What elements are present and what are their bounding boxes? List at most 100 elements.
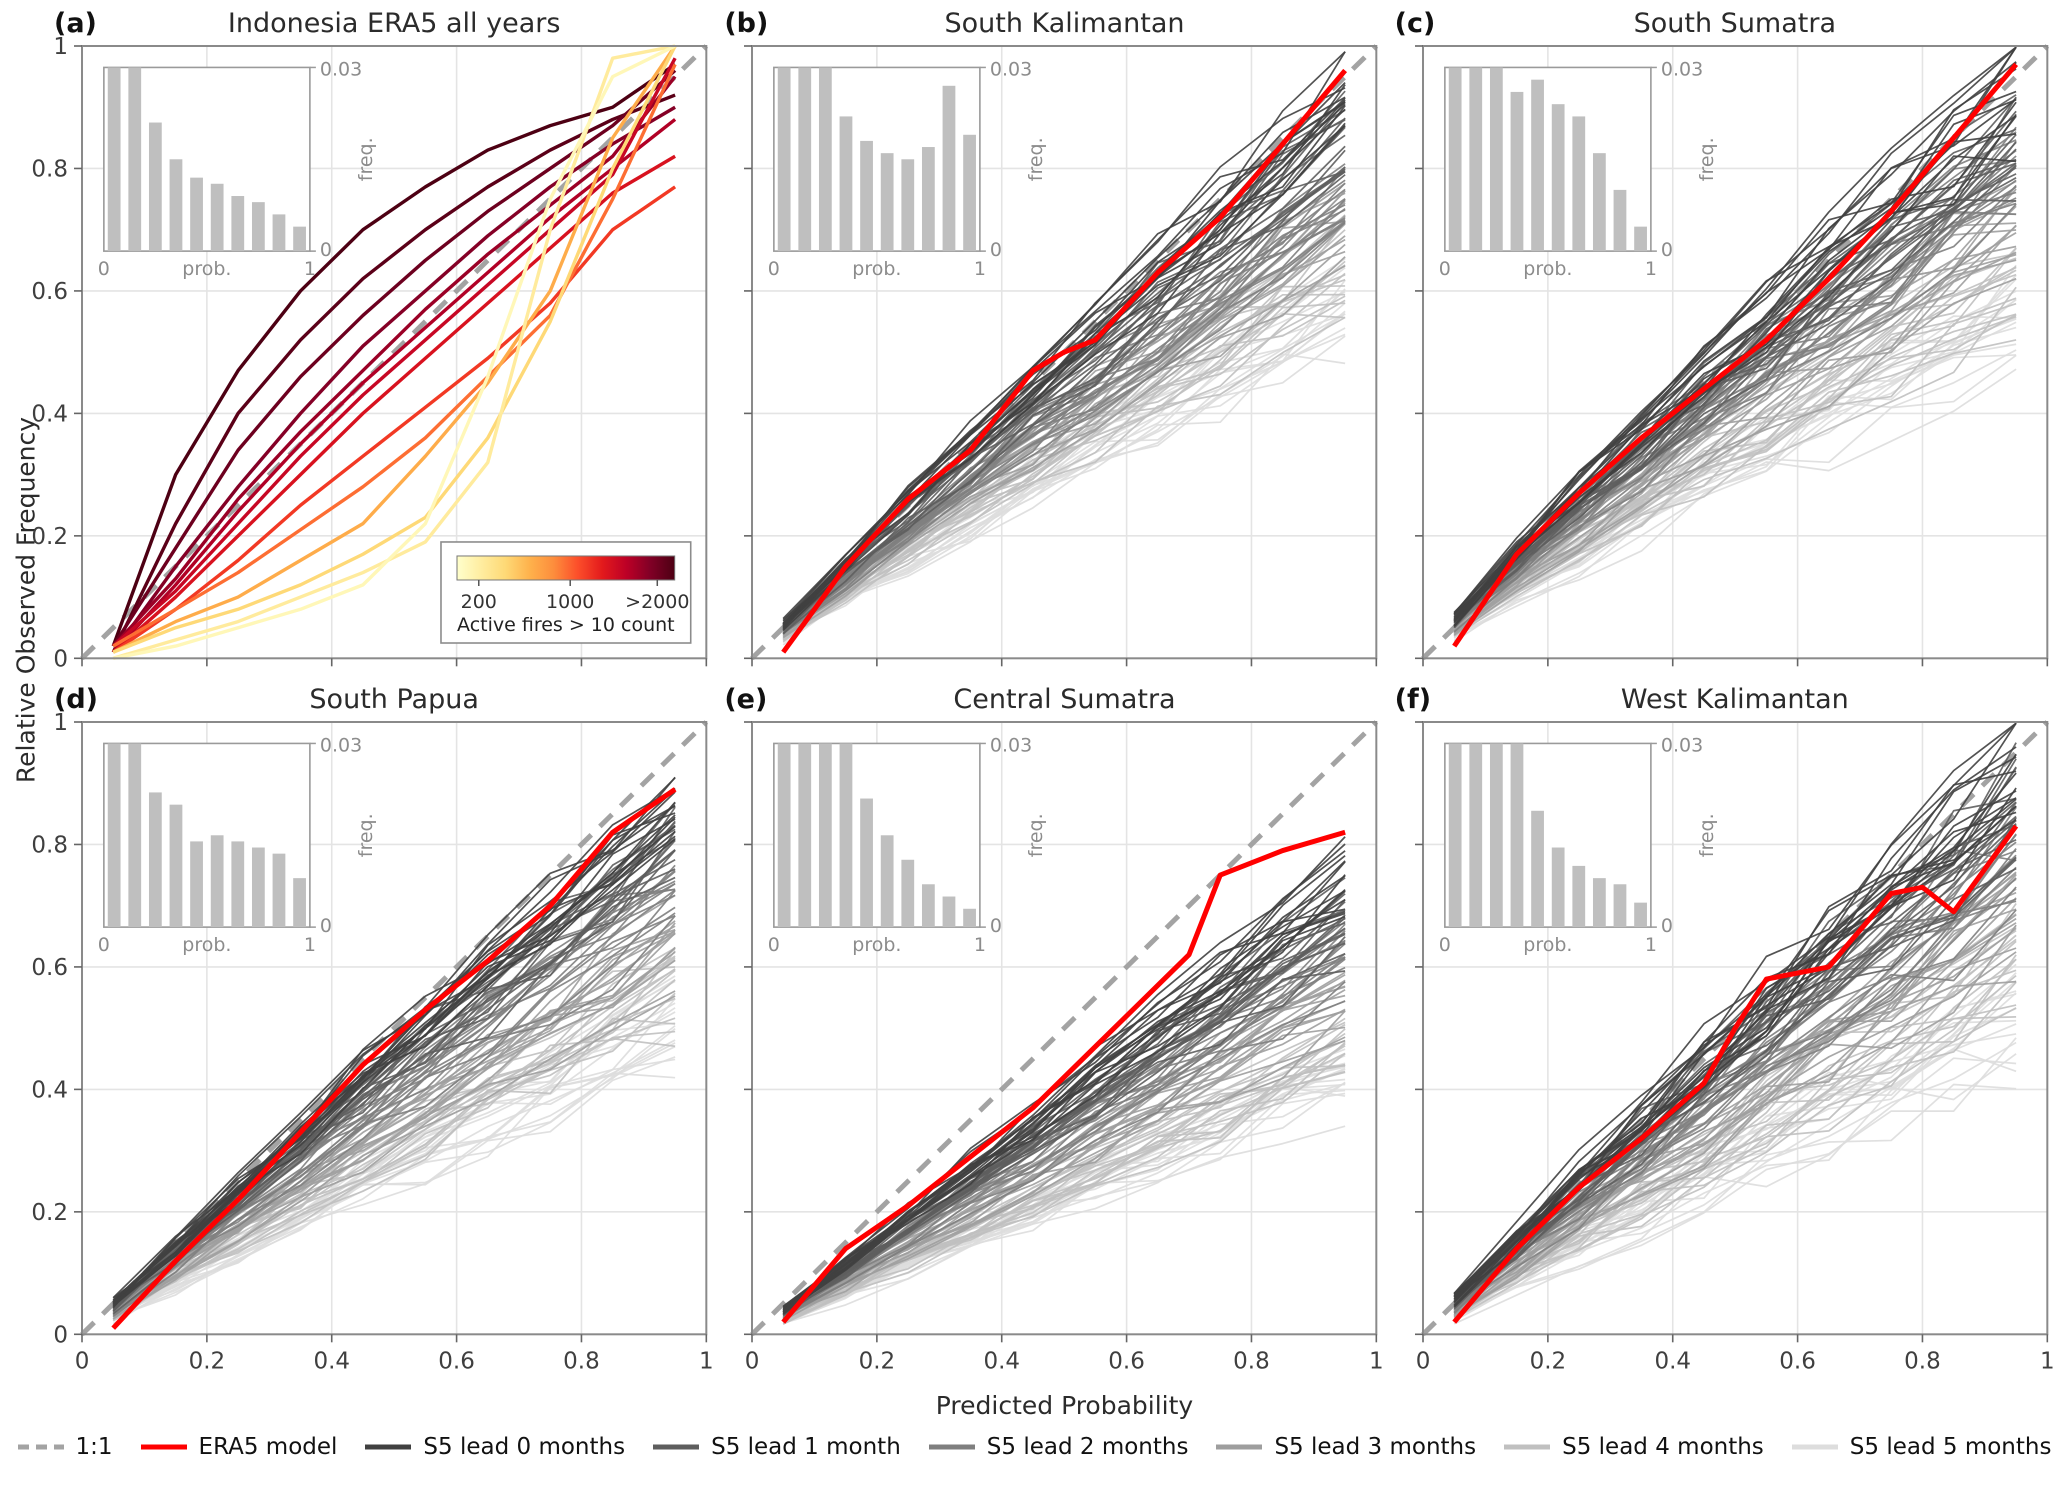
x-tick-label: 1 — [699, 1349, 714, 1375]
legend-label: S5 lead 5 months — [1849, 1434, 2052, 1460]
ensemble-lines — [782, 51, 1347, 646]
figure-legend: 1:1 ERA5 model S5 lead 0 months S5 lead 1 m… — [0, 1434, 2067, 1460]
inset-xtick-right: 1 — [304, 934, 316, 956]
y-tick-label: 0 — [53, 1323, 68, 1349]
y-tick-label: 0.2 — [31, 524, 68, 550]
panel-d: (d) South Papua 0.03 0 freq. 0 1 prob. 0 0 0.2 0.2 0… — [31, 682, 713, 1374]
y-tick-label: 0.4 — [31, 401, 68, 427]
inset-ylabel: freq. — [1696, 137, 1718, 181]
legend-label: S5 lead 0 months — [423, 1434, 626, 1460]
legend-label: S5 lead 1 month — [711, 1434, 901, 1460]
panel-label: (a) — [54, 8, 97, 39]
x-tick-label: 0.2 — [1529, 1349, 1566, 1375]
x-tick-label: 0 — [745, 1349, 760, 1375]
panel-label: (e) — [724, 684, 768, 716]
legend-item: S5 lead 4 months — [1502, 1434, 1764, 1460]
era5-line — [1451, 824, 2018, 1325]
panel-title: Indonesia ERA5 all years — [227, 8, 561, 39]
y-tick-label: 0.2 — [31, 1200, 68, 1226]
era5-line — [111, 787, 677, 1331]
plot-border — [81, 45, 708, 660]
inset-xtick-left: 0 — [1438, 934, 1450, 956]
inset-xtick-right: 1 — [304, 258, 316, 280]
inset-ylabel: freq. — [355, 137, 377, 181]
x-tick-label: 0.6 — [438, 1349, 475, 1375]
inset-ytick-top: 0.03 — [990, 58, 1032, 80]
panel-title: South Papua — [309, 684, 479, 716]
panel-a: (a) Indonesia ERA5 all years 0.03 0 freq. 0 1 p… — [31, 6, 709, 672]
x-tick-label: 0.4 — [984, 1349, 1021, 1375]
inset-ytick-top: 0.03 — [1661, 58, 1703, 80]
plot-border — [751, 721, 1378, 1336]
inset-xtick-right: 1 — [974, 258, 986, 280]
legend-item: S5 lead 1 month — [651, 1434, 901, 1460]
inset-xlabel: prob. — [182, 258, 231, 280]
legend-label: ERA5 model — [198, 1434, 338, 1460]
panel-c: (c) South Sumatra 0.03 0 freq. 0 1 prob. — [1395, 6, 2049, 667]
era5-line — [1451, 62, 2018, 648]
inset-ytick-top: 0.03 — [1661, 735, 1703, 757]
x-tick-label: 0.2 — [859, 1349, 896, 1375]
y-tick-label: 0.4 — [31, 1078, 68, 1104]
inset-ylabel: freq. — [1025, 814, 1047, 858]
legend-swatch — [17, 1444, 64, 1450]
panel-label: (f) — [1394, 684, 1432, 716]
x-tick-label: 1 — [2040, 1349, 2055, 1375]
one-to-one-line — [750, 720, 1379, 1337]
panel-label: (d) — [54, 684, 99, 716]
x-tick-label: 0.8 — [1233, 1349, 1270, 1375]
inset-ylabel: freq. — [1696, 814, 1718, 858]
axis-ticks: 000.20.20.40.40.60.60.80.811 — [31, 710, 713, 1374]
axis-ticks — [1414, 45, 2048, 667]
inset-xtick-left: 0 — [768, 934, 780, 956]
gridlines — [752, 722, 1377, 1335]
x-tick-label: 0.8 — [1904, 1349, 1941, 1375]
inset-ylabel: freq. — [355, 814, 377, 858]
y-tick-label: 0.6 — [31, 955, 68, 981]
y-tick-label: 0.6 — [31, 279, 68, 305]
ensemble-lines — [1453, 46, 2017, 643]
axis-ticks: 0 0.2 0.4 0.6 0.8 1 — [744, 721, 1384, 1375]
inset-xlabel: prob. — [853, 258, 902, 280]
axis-ticks: 0 0.2 0.4 0.6 0.8 1 — [31, 34, 708, 672]
y-tick-label: 1 — [53, 34, 68, 60]
x-tick-label: 0 — [75, 1349, 90, 1375]
ensemble-lines — [782, 836, 1347, 1326]
panel-head: (b) South Kalimantan — [724, 6, 1378, 44]
inset-xtick-right: 1 — [1644, 934, 1656, 956]
legend-swatch — [140, 1444, 187, 1450]
y-tick-label: 1 — [53, 710, 68, 736]
plot-border — [751, 45, 1378, 660]
inset-ytick-bottom: 0 — [990, 915, 1002, 937]
colorbar-tick: 200 — [461, 591, 497, 613]
x-tick-label: 0.2 — [189, 1349, 226, 1375]
era5-line — [781, 830, 1347, 1325]
legend-label: 1:1 — [75, 1434, 113, 1460]
inset-xlabel: prob. — [1523, 258, 1572, 280]
one-to-one-line — [80, 44, 709, 661]
legend-item: 1:1 — [16, 1434, 113, 1460]
plot-border — [1421, 721, 2048, 1336]
legend-swatch — [928, 1444, 975, 1450]
x-tick-label: 0.8 — [563, 1349, 600, 1375]
inset-ylabel: freq. — [1025, 137, 1047, 181]
inset-xtick-right: 1 — [1644, 258, 1656, 280]
panel-title: South Sumatra — [1633, 8, 1837, 39]
x-tick-label: 0.6 — [1779, 1349, 1816, 1375]
inset-ytick-top: 0.03 — [990, 735, 1032, 757]
x-tick-label: 0.4 — [1654, 1349, 1691, 1375]
inset-ytick-top: 0.03 — [320, 735, 362, 757]
x-tick-label: 1 — [1369, 1349, 1384, 1375]
colorbar-tick: >2000 — [625, 591, 689, 613]
x-tick-label: 0.6 — [1109, 1349, 1146, 1375]
inset-xtick-right: 1 — [974, 934, 986, 956]
